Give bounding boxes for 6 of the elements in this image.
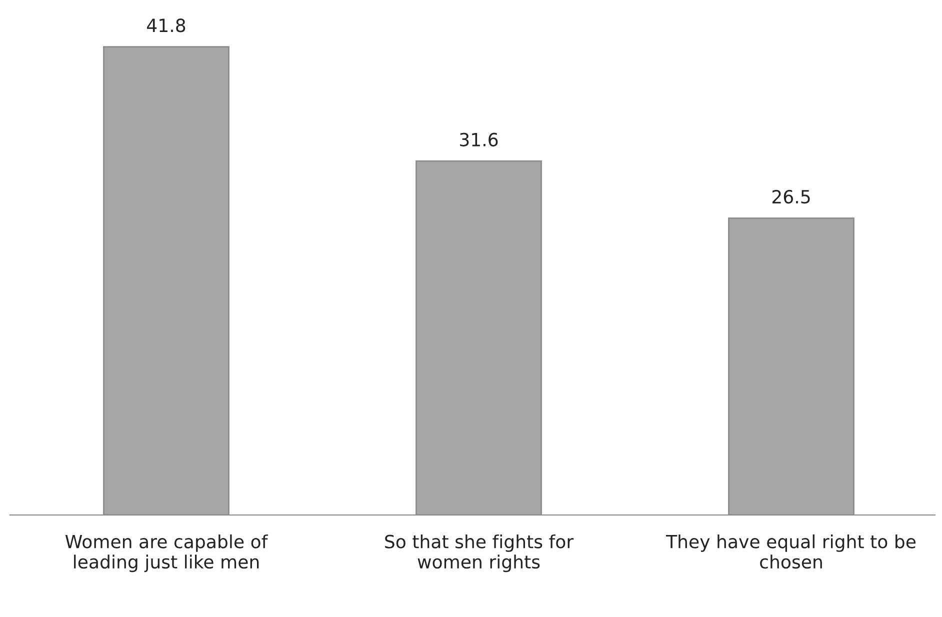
data-label: 31.6 [460, 132, 498, 146]
data-label: 41.8 [147, 18, 186, 32]
data-label: 26.5 [772, 190, 810, 204]
x-tick-label: Women are capable of leading just like men [65, 534, 268, 572]
x-tick-label: So that she fights for women rights [385, 534, 574, 572]
x-tick-label: They have equal right to be chosen [666, 534, 916, 569]
